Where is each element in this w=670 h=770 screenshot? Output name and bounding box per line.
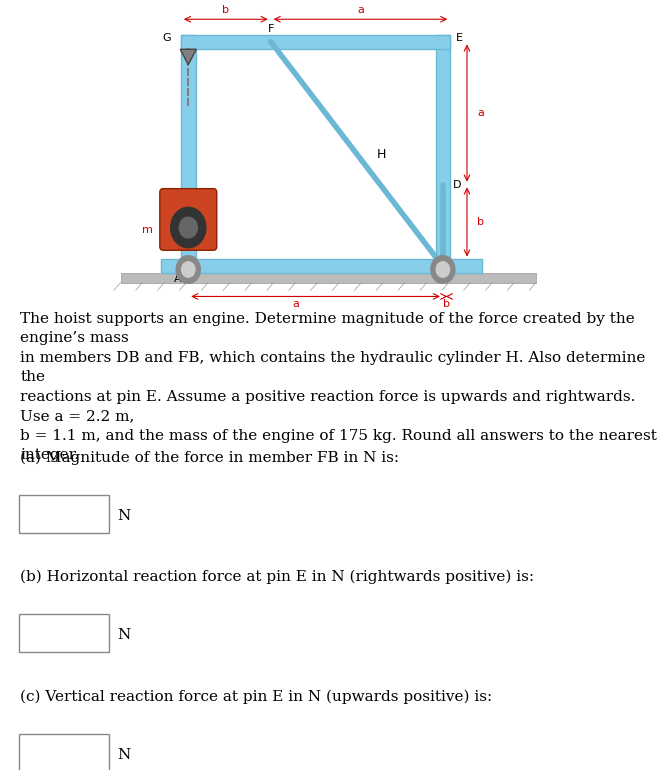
Text: A: A	[174, 274, 182, 284]
Text: (b) Horizontal reaction force at pin E in N (rightwards positive) is:: (b) Horizontal reaction force at pin E i…	[20, 570, 534, 584]
Text: N: N	[117, 509, 131, 523]
Polygon shape	[180, 49, 196, 65]
FancyBboxPatch shape	[19, 495, 109, 533]
Circle shape	[182, 262, 195, 277]
Text: G: G	[162, 33, 171, 42]
Text: (c) Vertical reaction force at pin E in N (upwards positive) is:: (c) Vertical reaction force at pin E in …	[20, 689, 492, 704]
Text: F: F	[267, 24, 274, 34]
Circle shape	[171, 207, 206, 248]
Circle shape	[436, 262, 450, 277]
Text: b: b	[222, 5, 229, 15]
Text: b: b	[443, 299, 450, 309]
FancyBboxPatch shape	[181, 35, 196, 259]
Circle shape	[431, 256, 455, 283]
FancyBboxPatch shape	[121, 273, 536, 283]
FancyBboxPatch shape	[436, 35, 450, 259]
Text: a: a	[477, 108, 484, 118]
FancyBboxPatch shape	[19, 614, 109, 652]
Text: a: a	[292, 299, 299, 309]
Text: N: N	[117, 628, 131, 642]
FancyBboxPatch shape	[160, 189, 217, 250]
FancyBboxPatch shape	[19, 734, 109, 770]
Text: E: E	[456, 33, 462, 42]
Text: (a) Magnitude of the force in member FB in N is:: (a) Magnitude of the force in member FB …	[20, 450, 399, 465]
Text: D: D	[453, 179, 462, 189]
Text: b: b	[477, 217, 484, 227]
Text: H: H	[377, 148, 386, 160]
Circle shape	[176, 256, 200, 283]
Text: N: N	[117, 748, 131, 762]
FancyBboxPatch shape	[161, 259, 482, 273]
FancyBboxPatch shape	[181, 35, 450, 49]
Text: m: m	[142, 226, 153, 235]
Text: The hoist supports an engine. Determine magnitude of the force created by the en: The hoist supports an engine. Determine …	[20, 312, 657, 462]
Text: a: a	[357, 5, 364, 15]
Text: B: B	[439, 274, 447, 284]
Circle shape	[180, 217, 197, 238]
